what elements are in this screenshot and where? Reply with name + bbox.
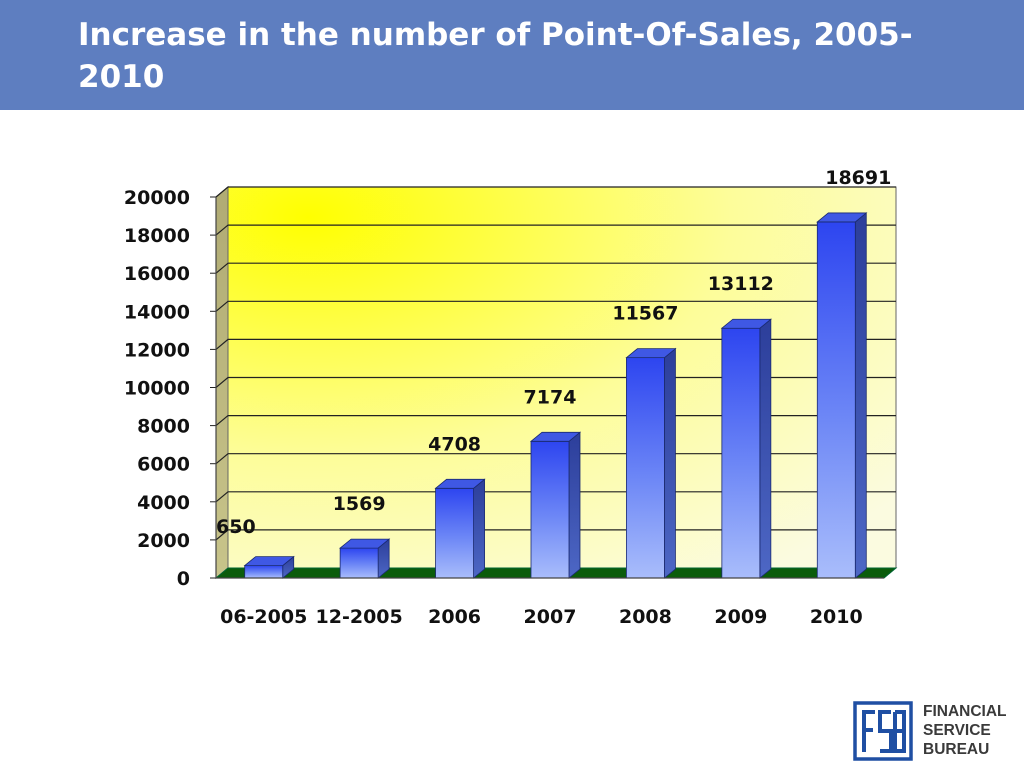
y-tick-label: 18000 [124,225,190,247]
data-label: 11567 [612,303,678,325]
x-tick-label: 2006 [428,606,481,628]
bar-top [339,538,391,549]
gridline [215,300,896,312]
x-tick-label: 2008 [619,606,672,628]
bar-06-2005 [243,555,295,579]
y-tick-label: 8000 [137,416,190,438]
bar-front [530,440,570,579]
y-tick-label: 14000 [124,301,190,323]
bar-front [339,547,379,579]
bar-side [664,347,676,579]
y-tick-label: 10000 [124,378,190,400]
x-tick-label: 2007 [524,606,577,628]
bar-front [626,357,665,579]
bar-2006 [434,478,486,579]
x-tick-label: 12-2005 [316,606,403,628]
y-tick-label: 4000 [137,492,190,514]
bar-front [816,221,856,579]
y-tick-label: 20000 [124,187,190,209]
bar-front [435,487,474,579]
x-tick-label: 06-2005 [220,606,307,628]
bar-top [434,478,486,489]
bar-top [625,348,677,359]
gridline [215,262,896,274]
bar-side [759,318,772,579]
data-label: 1569 [333,493,386,515]
bar-12-2005 [339,538,391,579]
data-label: 13112 [708,273,774,295]
bar-side [568,431,581,579]
y-tick-label: 6000 [137,454,190,476]
bar-side [473,478,485,579]
bar-top [816,212,868,223]
data-label: 7174 [524,386,577,408]
bar-side [854,212,867,579]
data-label: 650 [216,516,256,538]
title-banner: Increase in the number of Point-Of-Sales… [0,0,1024,110]
fsb-logo: FINANCIAL SERVICE BUREAU [853,700,1023,764]
y-tick-label: 12000 [124,339,190,361]
slide-title: Increase in the number of Point-Of-Sales… [78,17,913,95]
gridline [215,224,896,236]
bar-top [720,318,772,329]
bar-2010 [816,212,868,579]
bar-top [529,431,582,442]
bar-2007 [529,431,582,579]
bar-2008 [625,347,677,579]
y-tick-label: 0 [177,568,190,590]
x-tick-label: 2010 [810,606,863,628]
y-tick-label: 16000 [124,263,190,285]
y-tick-label: 2000 [137,530,190,552]
bar-top [243,556,295,567]
gridline [215,338,896,350]
bar-front [244,565,284,579]
fsb-logo-mark [853,701,913,761]
data-label: 18691 [825,167,891,189]
x-tick-label: 2009 [714,606,767,628]
logo-text: FINANCIAL SERVICE BUREAU [923,703,1007,758]
gridline [215,186,896,198]
bar-front [721,327,761,579]
bar-2009 [720,318,772,579]
data-label: 4708 [428,433,481,455]
